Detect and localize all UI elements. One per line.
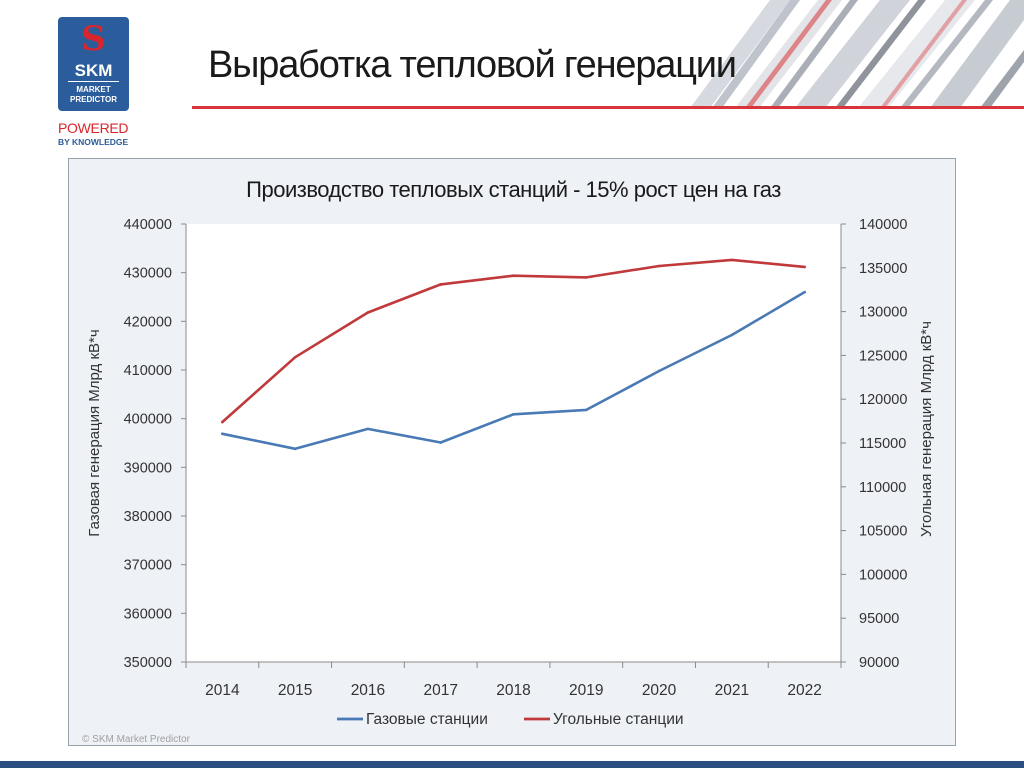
by-knowledge-tagline: BY KNOWLEDGE [58,137,129,147]
left-tick-label: 410000 [124,363,172,379]
skm-logo-name: SKM [74,61,113,80]
left-tick-label: 360000 [124,606,172,622]
x-tick-label: 2015 [278,682,312,699]
diagonal-stripes-decoration [690,0,1024,108]
logo-divider [68,81,119,82]
x-tick-label: 2016 [351,682,385,699]
left-tick-label: 380000 [124,509,172,525]
right-tick-label: 100000 [859,567,907,583]
x-tick-label: 2019 [569,682,603,699]
chart-panel: Производство тепловых станций - 15% рост… [68,158,956,746]
gas-data-point [657,369,661,373]
x-tick-label: 2018 [496,682,530,699]
logo-subtitle-line1: MARKET [76,85,111,94]
right-tick-label: 105000 [859,524,907,540]
plot-area [186,224,841,662]
left-tick-label: 430000 [124,266,172,282]
x-tick-label: 2017 [423,682,457,699]
copyright-text: © SKM Market Predictor [82,734,190,745]
right-tick-label: 130000 [859,305,907,321]
left-axis-title: Газовая генерация Млрд кВ*ч [86,329,103,536]
coal-data-point [730,258,734,262]
right-tick-label: 125000 [859,348,907,364]
chart-title: Производство тепловых станций - 15% рост… [246,177,781,202]
gas-data-point [730,333,734,337]
coal-data-point [221,420,224,424]
left-tick-label: 440000 [124,217,172,233]
logo-subtitle-line2: PREDICTOR [70,95,117,104]
gas-data-point [584,408,588,412]
line-chart: Производство тепловых станций - 15% рост… [86,177,935,728]
gas-data-point [439,441,443,444]
left-tick-label: 350000 [124,655,172,671]
coal-data-point [439,283,443,286]
powered-tagline: POWERED [58,120,129,136]
left-tick-label: 370000 [124,558,172,574]
right-tick-label: 90000 [859,655,899,671]
left-tick-label: 400000 [124,412,172,428]
right-tick-label: 140000 [859,217,907,233]
gas-data-point [366,427,370,431]
right-tick-label: 120000 [859,392,907,408]
coal-data-point [657,264,661,268]
right-axis-title: Угольная генерация Млрд кВ*ч [918,321,935,537]
legend-coal-label: Угольные станции [553,711,684,728]
right-tick-label: 110000 [859,480,906,496]
right-tick-label: 95000 [859,611,899,627]
right-tick-label: 115000 [859,436,906,452]
gas-data-point [293,447,297,451]
left-tick-label: 420000 [124,314,172,330]
logo-subtitle: MARKET PREDICTOR [58,85,129,105]
x-tick-label: 2014 [205,682,240,699]
skm-logo-mark: S [81,19,106,59]
title-underline [192,106,1024,109]
right-tick-label: 135000 [859,261,907,277]
left-tick-label: 390000 [124,460,172,476]
coal-data-point [512,274,515,277]
x-tick-label: 2022 [787,682,821,699]
coal-data-point [803,265,806,269]
coal-data-point [293,355,297,359]
footer-bar [0,761,1024,768]
coal-data-point [366,311,370,314]
gas-data-point [803,290,806,294]
x-tick-label: 2021 [715,682,749,699]
page-title: Выработка тепловой генерации [208,44,737,86]
legend-gas-label: Газовые станции [366,711,488,728]
x-tick-label: 2020 [642,682,677,699]
gas-data-point [512,412,515,416]
gas-data-point [221,432,224,436]
skm-logo: S SKM MARKET PREDICTOR [58,17,129,111]
coal-data-point [584,276,588,279]
